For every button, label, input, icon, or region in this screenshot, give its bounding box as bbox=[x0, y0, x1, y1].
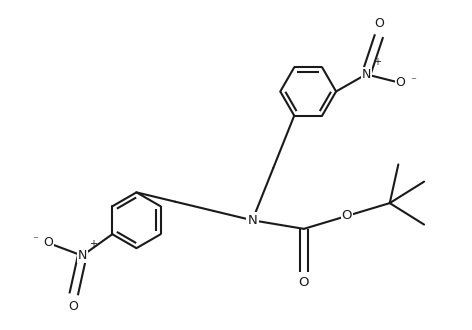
Text: +: + bbox=[89, 239, 97, 249]
Text: N: N bbox=[362, 68, 371, 81]
Text: N: N bbox=[77, 249, 87, 262]
Text: O: O bbox=[342, 210, 352, 222]
Text: O: O bbox=[396, 77, 405, 89]
Text: O: O bbox=[374, 17, 384, 30]
Text: O: O bbox=[69, 300, 79, 313]
Text: O: O bbox=[299, 276, 309, 289]
Text: +: + bbox=[373, 57, 381, 67]
Text: ⁻: ⁻ bbox=[411, 76, 416, 86]
Text: ⁻: ⁻ bbox=[32, 236, 38, 246]
Text: N: N bbox=[247, 214, 257, 227]
Text: O: O bbox=[43, 236, 53, 249]
